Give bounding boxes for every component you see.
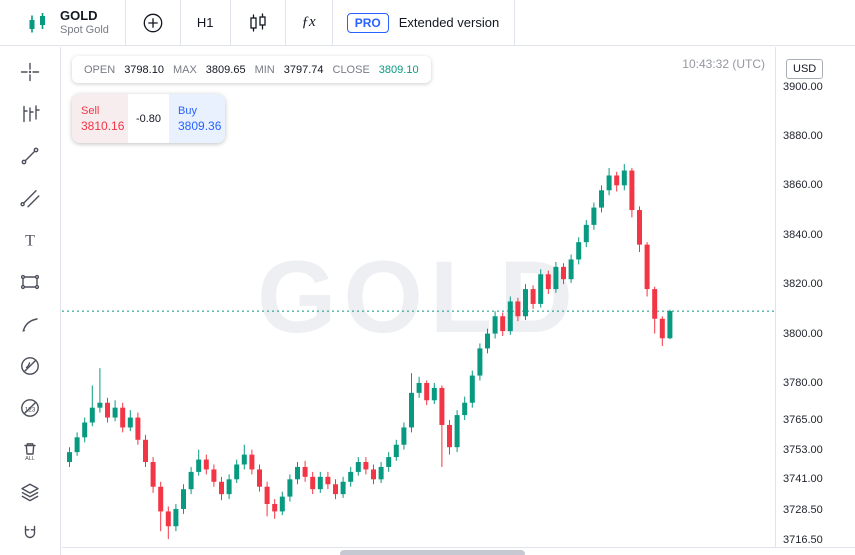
max-value: 3809.65 (205, 63, 246, 76)
open-value: 3798.10 (124, 63, 164, 76)
indicators-button[interactable]: ƒx (286, 0, 332, 45)
currency-toggle[interactable]: USD (786, 59, 824, 79)
spread-value: -0.80 (128, 94, 169, 143)
axis-tick-label: 3880.00 (783, 129, 823, 142)
trend-line-tool-button[interactable] (11, 137, 49, 174)
candles-style-icon (249, 12, 266, 32)
close-label: CLOSE (332, 63, 370, 76)
buy-price: 3809.36 (178, 118, 222, 133)
axis-tick-label: 3716.50 (783, 533, 823, 546)
timeframe-button[interactable]: H1 (181, 0, 230, 45)
axis-tick-label: 3753.00 (783, 443, 823, 456)
chart-type-button[interactable] (231, 0, 285, 45)
toolbar-separator (331, 0, 333, 45)
toolbar-separator (514, 0, 516, 45)
trade-widget: Sell 3810.16 -0.80 Buy 3809.36 (72, 94, 225, 143)
pro-badge: PRO (346, 12, 389, 33)
buy-label: Buy (178, 104, 197, 117)
axis-tick-label: 3765.00 (783, 414, 823, 427)
crosshair-icon (20, 62, 40, 81)
open-label: OPEN (84, 63, 116, 76)
axis-tick-label: 3860.00 (783, 179, 823, 192)
brush-icon (22, 317, 38, 332)
shapes-icon (20, 274, 40, 289)
hide-indicators-icon: 123 (21, 398, 39, 417)
time-axis-strip (62, 547, 855, 555)
compare-add-button[interactable] (126, 0, 180, 45)
clock: 10:43:32 (UTC) (682, 57, 765, 71)
magnet-icon (24, 525, 36, 538)
axis-tick-label: 3900.00 (783, 80, 823, 93)
axis-tick-label: 3741.00 (783, 473, 823, 486)
text-icon: T (25, 232, 35, 249)
axis-tick-label: 3840.00 (783, 228, 823, 241)
chart-area[interactable]: GOLD OPEN 3798.10 MAX 3809.65 MIN 3797.7… (62, 47, 775, 547)
remove-all-icon: ALL (24, 442, 36, 461)
trend-line-icon (21, 147, 39, 164)
buy-button[interactable]: Buy 3809.36 (169, 94, 225, 143)
symbol-name: GOLD (60, 8, 98, 23)
pitchfork-icon (20, 189, 40, 207)
min-label: MIN (254, 63, 275, 76)
symbol-subtitle: Spot Gold (60, 24, 109, 36)
plus-circle-icon (143, 13, 163, 32)
shapes-tool-button[interactable] (11, 263, 49, 300)
max-label: MAX (172, 63, 197, 76)
object-tree-button[interactable] (11, 473, 49, 510)
chart-watermark: GOLD (257, 239, 580, 354)
fx-icon: ƒx (301, 14, 316, 30)
min-value: 3797.74 (283, 63, 324, 76)
svg-text:123: 123 (25, 406, 36, 413)
axis-tick-label: 3820.00 (783, 278, 823, 291)
hide-indicators-button[interactable]: 123 (11, 389, 49, 426)
site-logo[interactable] (26, 11, 50, 35)
toolbar-separator (124, 0, 126, 45)
toolbar-separator (179, 0, 181, 45)
axis-tick-label: 3728.50 (783, 504, 823, 517)
drawing-toolbar: T 123 (0, 47, 61, 555)
bottom-scrollbar[interactable] (340, 550, 525, 555)
bars-pattern-tool-button[interactable] (11, 95, 49, 132)
toolbar-separator (229, 0, 231, 45)
bars-pattern-icon (23, 104, 40, 122)
ohlc-readout: OPEN 3798.10 MAX 3809.65 MIN 3797.74 CLO… (72, 56, 431, 83)
sell-label: Sell (81, 104, 100, 117)
hide-drawings-icon (21, 356, 39, 375)
svg-text:ALL: ALL (25, 455, 35, 460)
crosshair-tool-button[interactable] (11, 53, 49, 90)
axis-tick-label: 3800.00 (783, 327, 823, 340)
sell-button[interactable]: Sell 3810.16 (72, 94, 128, 143)
text-tool-button[interactable]: T (11, 221, 49, 258)
top-toolbar: GOLD Spot Gold H1 ƒx PRO Extended versio… (0, 0, 855, 46)
toolbar-separator (284, 0, 286, 45)
symbol-title: GOLD Spot Gold (60, 8, 109, 37)
layers-icon (21, 483, 39, 501)
pitchfork-tool-button[interactable] (11, 179, 49, 216)
magnet-tool-button[interactable] (11, 515, 49, 552)
brush-tool-button[interactable] (11, 305, 49, 342)
axis-tick-label: 3780.00 (783, 376, 823, 389)
extended-version-label: Extended version (398, 15, 500, 30)
close-value: 3809.10 (378, 63, 419, 76)
svg-text:T: T (25, 232, 35, 249)
candlestick-logo-icon (29, 12, 45, 32)
candlestick-chart[interactable] (62, 47, 775, 547)
sell-price: 3810.16 (81, 118, 125, 133)
price-axis[interactable]: USD 3900.00 3880.00 3860.00 3840.00 3820.00 3… (775, 47, 855, 547)
remove-all-button[interactable]: ALL (11, 431, 49, 468)
hide-drawings-button[interactable] (11, 347, 49, 384)
